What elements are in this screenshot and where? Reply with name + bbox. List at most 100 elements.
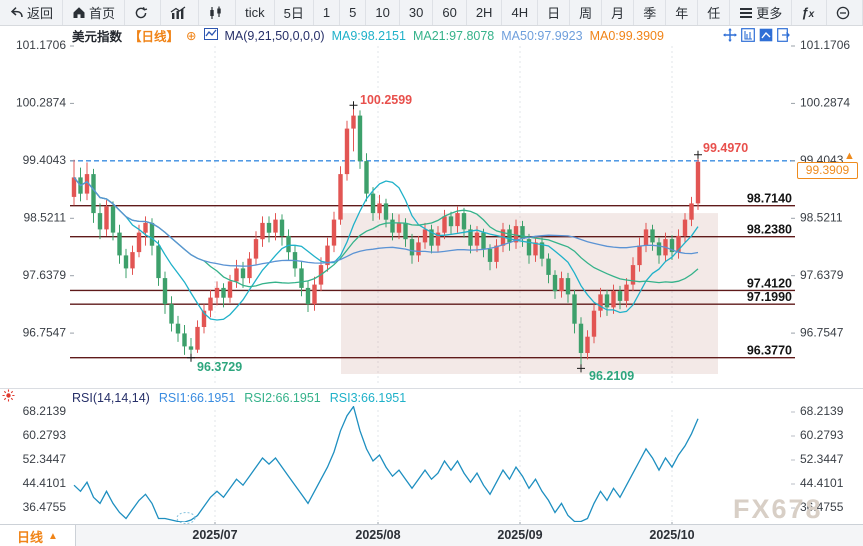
top-toolbar: 返回 首页 tick 5日 1 5 10 30 60 2H 4H 日 周 月 季 年 任 更多 ƒx <box>0 0 863 26</box>
svg-text:52.3447: 52.3447 <box>23 452 67 466</box>
toolbar-item-day[interactable]: 日 <box>538 0 571 25</box>
svg-text:101.1706: 101.1706 <box>800 38 850 52</box>
toolbar-item-1m[interactable]: 1 <box>314 0 341 25</box>
bar-chart-icon <box>170 6 186 20</box>
toolbar-item-quarter[interactable]: 季 <box>634 0 667 25</box>
svg-text:60.2793: 60.2793 <box>800 428 844 442</box>
rsi2-value: RSI2:66.1951 <box>244 391 321 405</box>
x-axis-label: 2025/07 <box>192 528 238 542</box>
add-indicator-icon[interactable]: ⊕ <box>186 29 197 43</box>
candle-chart-icon <box>208 6 223 20</box>
toolbar-label-quarter: 季 <box>643 6 657 21</box>
svg-text:100.2874: 100.2874 <box>16 96 66 110</box>
toolbar-item-year[interactable]: 年 <box>666 0 699 25</box>
back-icon <box>9 6 24 19</box>
toolbar-label-60m: 60 <box>442 5 457 20</box>
toolbar-item-back[interactable]: 返回 <box>0 0 64 25</box>
toolbar-label-30m: 30 <box>408 5 424 20</box>
timeframe-label: 【日线】 <box>129 30 180 44</box>
toolbar-item-60m[interactable]: 60 <box>433 0 467 25</box>
chart-tools <box>723 28 791 47</box>
toolbar-label-back: 返回 <box>27 6 54 21</box>
svg-text:60.2793: 60.2793 <box>23 428 67 442</box>
zoom-out-icon <box>836 6 850 20</box>
toolbar-label-2h: 2H <box>475 5 493 20</box>
svg-text:96.2109: 96.2109 <box>589 369 634 383</box>
chevron-up-icon: ▲ <box>48 530 58 542</box>
svg-text:98.2380: 98.2380 <box>747 223 792 237</box>
svg-text:101.1706: 101.1706 <box>16 38 66 52</box>
toolbar-item-5m[interactable]: 5 <box>340 0 367 25</box>
toolbar-label-home: 首页 <box>89 6 116 21</box>
rsi-legend: RSI(14,14,14) RSI1:66.1951 RSI2:66.1951 RSI… <box>72 390 415 406</box>
toolbar-label-custom: 任 <box>707 6 721 21</box>
toolbar-item-month[interactable]: 月 <box>602 0 635 25</box>
svg-text:97.6379: 97.6379 <box>23 268 67 282</box>
toolbar-item-home[interactable]: 首页 <box>63 0 126 25</box>
alert-icon[interactable] <box>2 389 15 407</box>
x-axis-label: 2025/10 <box>649 528 695 542</box>
svg-text:52.3447: 52.3447 <box>800 452 844 466</box>
fx-icon: ƒx <box>801 5 815 20</box>
rsi3-value: RSI3:66.1951 <box>329 391 407 405</box>
pan-right-icon[interactable] <box>777 28 791 47</box>
x-axis-label: 2025/09 <box>497 528 543 542</box>
toolbar-label-10m: 10 <box>375 5 390 20</box>
x-axis-label: 2025/08 <box>355 528 401 542</box>
ma-params: MA(9,21,50,0,0,0) <box>224 28 325 43</box>
toolbar-item-10m[interactable]: 10 <box>366 0 400 25</box>
indicator-legend: 美元指数 【日线】 ⊕ MA(9,21,50,0,0,0) MA9:98.2151 MA2… <box>72 27 671 44</box>
toolbar-item-week[interactable]: 周 <box>570 0 603 25</box>
toolbar-item-2h[interactable]: 2H <box>467 0 503 25</box>
svg-text:96.7547: 96.7547 <box>800 325 844 339</box>
indicator-icon[interactable] <box>203 28 218 43</box>
toolbar-item-bar-chart[interactable] <box>161 0 200 25</box>
rsi1-value: RSI1:66.1951 <box>158 391 236 405</box>
toolbar-label-4h: 4H <box>511 5 529 20</box>
toolbar-label-month: 月 <box>611 6 625 21</box>
toolbar-item-30m[interactable]: 30 <box>400 0 434 25</box>
ma50-value: MA50:97.9923 <box>501 28 583 43</box>
toolbar-item-5d[interactable]: 5日 <box>275 0 314 25</box>
svg-text:99.4970: 99.4970 <box>703 141 748 155</box>
period-label: 日线 <box>17 529 44 545</box>
home-icon <box>72 6 86 19</box>
rsi-params: RSI(14,14,14) <box>72 391 150 405</box>
toolbar-item-candle-chart[interactable] <box>199 0 237 25</box>
layout-icon[interactable] <box>759 28 773 47</box>
svg-text:98.7140: 98.7140 <box>747 192 792 206</box>
toolbar-item-zoom-out[interactable] <box>827 0 863 25</box>
toolbar-label-tick: tick <box>245 5 265 20</box>
period-selector-button[interactable]: 日线 ▲ <box>0 525 76 546</box>
ma9-value: MA9:98.2151 <box>331 28 406 43</box>
toolbar-label-more: 更多 <box>756 6 783 21</box>
refresh-icon <box>134 6 148 20</box>
toolbar-label-day: 日 <box>547 6 561 21</box>
current-price-badge: 99.3909 <box>797 162 858 179</box>
ma21-value: MA21:97.8078 <box>412 28 495 43</box>
more-icon <box>739 7 753 19</box>
toolbar-item-tick[interactable]: tick <box>236 0 275 25</box>
axis-scale-icon[interactable] <box>741 28 755 47</box>
symbol-name: 美元指数 <box>72 30 123 44</box>
svg-text:96.3770: 96.3770 <box>747 344 792 358</box>
toolbar-item-refresh[interactable] <box>125 0 162 25</box>
toolbar-label-week: 周 <box>579 6 593 21</box>
svg-text:97.6379: 97.6379 <box>800 268 844 282</box>
toolbar-label-5m: 5 <box>349 5 357 20</box>
price-up-arrow-icon: ▲ <box>844 150 855 162</box>
svg-text:36.4755: 36.4755 <box>23 500 67 514</box>
crosshair-icon[interactable] <box>723 28 737 47</box>
svg-text:44.4101: 44.4101 <box>23 476 67 490</box>
bottom-axis-bar: 日线 ▲ 2025/07 2025/08 2025/09 2025/10 <box>0 524 863 546</box>
toolbar-item-custom[interactable]: 任 <box>698 0 731 25</box>
toolbar-item-4h[interactable]: 4H <box>502 0 539 25</box>
svg-text:97.4120: 97.4120 <box>747 276 792 290</box>
ma0-value: MA0:99.3909 <box>589 28 664 43</box>
svg-text:68.2139: 68.2139 <box>800 404 844 418</box>
toolbar-item-more[interactable]: 更多 <box>730 0 793 25</box>
svg-text:96.3729: 96.3729 <box>197 360 242 374</box>
toolbar-item-fx[interactable]: ƒx <box>792 0 828 25</box>
